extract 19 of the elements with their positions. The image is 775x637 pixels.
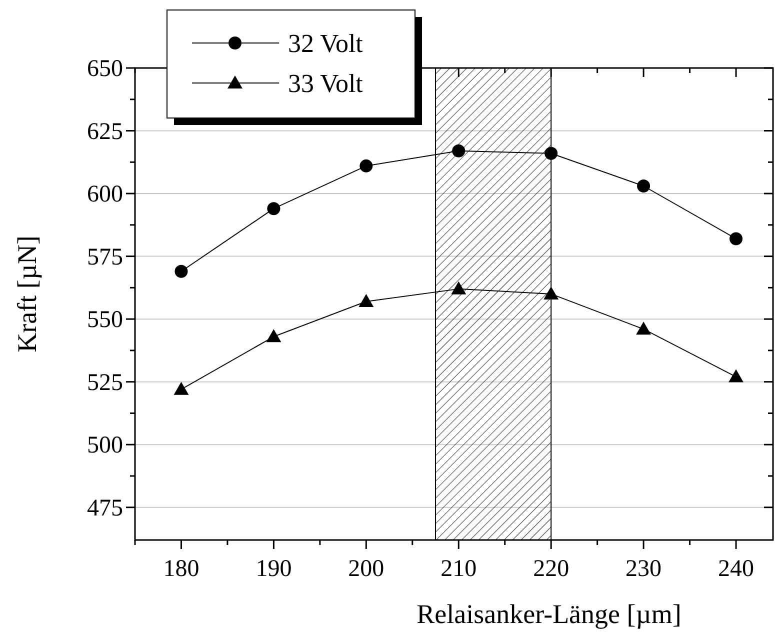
x-tick-label: 210: [440, 556, 477, 582]
legend-label: 33 Volt: [288, 69, 364, 98]
x-tick-label: 240: [718, 556, 754, 582]
x-tick-label: 180: [163, 556, 200, 582]
y-tick-label: 650: [87, 56, 123, 82]
legend-label: 32 Volt: [288, 29, 364, 58]
y-tick-label: 575: [87, 244, 123, 270]
x-axis-title: Relaisanker-Länge [µm]: [416, 599, 682, 629]
x-tick-label: 220: [533, 556, 570, 582]
y-tick-label: 525: [87, 370, 123, 396]
y-tick-label: 600: [87, 182, 123, 208]
x-tick-label: 230: [626, 556, 662, 582]
y-axis-title: Kraft [µN]: [12, 236, 42, 352]
y-tick-label: 500: [87, 432, 123, 459]
y-tick-label: 625: [87, 118, 123, 145]
y-tick-label: 475: [87, 495, 123, 522]
x-tick-label: 200: [348, 556, 384, 582]
y-tick-label: 550: [87, 307, 123, 334]
x-tick-label: 190: [256, 556, 292, 582]
